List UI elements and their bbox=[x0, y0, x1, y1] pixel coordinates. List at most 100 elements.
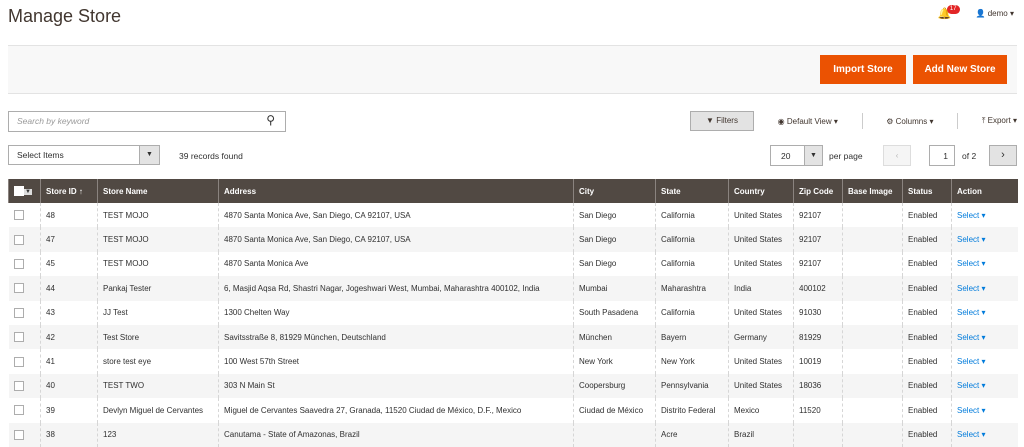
cell-country: India bbox=[728, 276, 794, 301]
cell-value: Enabled bbox=[908, 210, 938, 220]
cell-state: California bbox=[655, 300, 729, 325]
row-checkbox[interactable] bbox=[13, 332, 24, 343]
filters-button[interactable]: ▼ Filters bbox=[690, 111, 754, 131]
cell-store-id: 39 bbox=[40, 398, 98, 423]
row-checkbox[interactable] bbox=[13, 405, 24, 416]
cell-store-name: 123 bbox=[97, 422, 219, 447]
cell-state: California bbox=[655, 251, 729, 277]
chevron-down-icon: ▾ bbox=[979, 332, 986, 342]
row-checkbox[interactable] bbox=[13, 210, 24, 221]
cell-zip-code: 10019 bbox=[793, 349, 843, 374]
cell-value: Germany bbox=[734, 332, 767, 342]
column-header-label: Base Image bbox=[848, 186, 893, 196]
column-header[interactable]: State bbox=[655, 179, 729, 203]
cell-value: United States bbox=[734, 235, 783, 245]
prev-page-button[interactable]: ‹ bbox=[883, 145, 911, 166]
cell-value: Enabled bbox=[908, 283, 938, 293]
add-new-store-button[interactable]: Add New Store bbox=[913, 55, 1007, 84]
cell-value: Enabled bbox=[908, 381, 938, 391]
page-input[interactable]: 1 bbox=[929, 145, 955, 166]
eye-icon: ◉ bbox=[777, 116, 785, 126]
cell-address: 6, Masjid Aqsa Rd, Shastri Nagar, Jogesh… bbox=[218, 276, 574, 301]
cell-state: Maharashtra bbox=[655, 276, 729, 301]
column-header-label: Address bbox=[224, 186, 257, 196]
table-row: 48 TEST MOJO 4870 Santa Monica Ave, San Di… bbox=[9, 203, 1018, 228]
cell-value: München bbox=[579, 332, 612, 342]
cell-value: Canutama - State of Amazonas, Brazil bbox=[224, 430, 360, 440]
column-header[interactable]: Base Image bbox=[842, 179, 903, 203]
chevron-down-icon: ▾ bbox=[979, 430, 986, 440]
row-checkbox[interactable] bbox=[13, 307, 24, 318]
column-header[interactable]: Store ID ↑ bbox=[40, 179, 98, 203]
cell-value: South Pasadena bbox=[579, 308, 639, 318]
cell-value: Ciudad de México bbox=[579, 405, 644, 415]
cell-value: Test Store bbox=[103, 332, 140, 342]
cell-state: Distrito Federal bbox=[655, 398, 729, 423]
chevron-down-icon: ▾ bbox=[979, 283, 986, 293]
cell-value: store test eye bbox=[103, 357, 152, 367]
next-page-button[interactable]: › bbox=[989, 145, 1017, 166]
action-select[interactable]: Select ▾ bbox=[951, 300, 1018, 325]
export-icon: ⤒ bbox=[981, 116, 986, 125]
column-header[interactable]: Address bbox=[218, 179, 574, 203]
action-select[interactable]: Select ▾ bbox=[951, 398, 1018, 423]
row-checkbox[interactable] bbox=[13, 258, 24, 269]
chevron-down-icon: ▾ bbox=[979, 235, 986, 245]
cell-value: TEST MOJO bbox=[103, 235, 149, 245]
cell-value: TEST MOJO bbox=[103, 210, 149, 220]
cell-value: San Diego bbox=[579, 235, 617, 245]
notification-count: 17 bbox=[946, 5, 960, 14]
columns-dropdown[interactable]: ⚙ Columns ▾ bbox=[886, 116, 934, 126]
cell-country: Mexico bbox=[728, 398, 794, 423]
action-select[interactable]: Select ▾ bbox=[951, 276, 1018, 301]
action-select[interactable]: Select ▾ bbox=[951, 373, 1018, 399]
row-checkbox[interactable] bbox=[13, 380, 24, 391]
gear-icon: ⚙ bbox=[886, 116, 894, 126]
cell-status: Enabled bbox=[902, 227, 952, 252]
cell-value: JJ Test bbox=[103, 308, 128, 318]
action-select[interactable]: Select ▾ bbox=[951, 349, 1018, 374]
mass-select-dropdown[interactable]: Select Items ▼ bbox=[8, 145, 160, 165]
column-header[interactable]: Country bbox=[728, 179, 794, 203]
column-header[interactable]: Action bbox=[951, 179, 1018, 203]
per-page-select[interactable]: 20 ▼ bbox=[770, 145, 823, 166]
cell-status: Enabled bbox=[902, 203, 952, 228]
action-select[interactable]: Select ▾ bbox=[951, 324, 1018, 350]
action-select[interactable]: Select ▾ bbox=[951, 422, 1018, 447]
cell-zip-code: 92107 bbox=[793, 227, 843, 252]
cell-state: California bbox=[655, 227, 729, 252]
select-all-checkbox[interactable]: ▼ bbox=[8, 179, 41, 203]
cell-value: 4870 Santa Monica Ave, San Diego, CA 921… bbox=[224, 235, 411, 245]
action-select[interactable]: Select ▾ bbox=[951, 251, 1018, 277]
cell-value: 92107 bbox=[799, 210, 822, 220]
view-dropdown[interactable]: ◉ Default View ▾ bbox=[777, 116, 838, 126]
search-input[interactable]: Search by keyword ⚲ bbox=[8, 111, 286, 132]
cell-value: 6, Masjid Aqsa Rd, Shastri Nagar, Jogesh… bbox=[224, 283, 540, 293]
column-header[interactable]: Zip Code bbox=[793, 179, 843, 203]
cell-zip-code: 11520 bbox=[793, 398, 843, 423]
cell-value: Mumbai bbox=[579, 283, 608, 293]
user-menu[interactable]: 👤 demo ▾ bbox=[975, 9, 1014, 18]
cell-state: California bbox=[655, 203, 729, 228]
row-checkbox[interactable] bbox=[13, 283, 24, 294]
row-checkbox[interactable] bbox=[13, 356, 24, 367]
import-store-button[interactable]: Import Store bbox=[820, 55, 906, 84]
row-checkbox[interactable] bbox=[13, 234, 24, 245]
search-icon[interactable]: ⚲ bbox=[266, 113, 275, 127]
cell-value: 41 bbox=[46, 357, 55, 367]
action-select[interactable]: Select ▾ bbox=[951, 227, 1018, 252]
action-select[interactable]: Select ▾ bbox=[951, 203, 1018, 228]
action-select-label: Select bbox=[957, 332, 980, 342]
row-checkbox[interactable] bbox=[13, 429, 24, 440]
cell-value: 47 bbox=[46, 235, 55, 245]
notifications-button[interactable]: 🔔 17 bbox=[938, 5, 962, 20]
cell-value: United States bbox=[734, 357, 783, 367]
export-dropdown[interactable]: ⤒ Export ▾ bbox=[981, 116, 1017, 125]
cell-city: San Diego bbox=[573, 251, 656, 277]
column-header[interactable]: City bbox=[573, 179, 656, 203]
column-header[interactable]: Store Name bbox=[97, 179, 219, 203]
cell-city bbox=[573, 422, 656, 447]
column-header[interactable]: Status bbox=[902, 179, 952, 203]
cell-value: 400102 bbox=[799, 283, 826, 293]
cell-value: San Diego bbox=[579, 259, 617, 269]
